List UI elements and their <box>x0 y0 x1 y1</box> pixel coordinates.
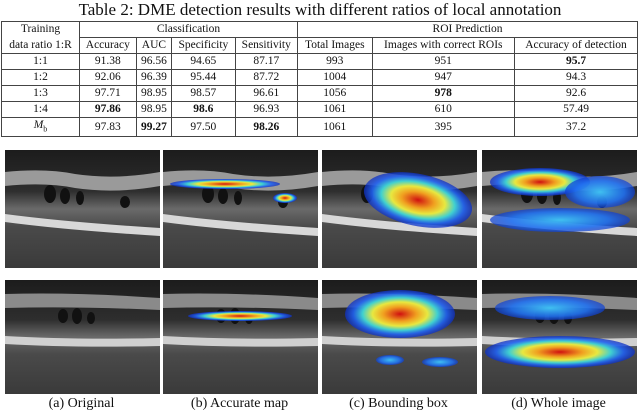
group-header-row: Training Classification ROI Prediction <box>1 21 638 38</box>
group-header: ROI Prediction <box>297 21 638 38</box>
table-cell: 947 <box>371 69 516 86</box>
table-cell: 993 <box>297 53 373 70</box>
table-cell: 98.95 <box>135 85 173 102</box>
table-cell: 97.86 <box>79 101 137 118</box>
table-cell: 1:4 <box>1 101 80 118</box>
panel-original-1 <box>5 150 160 268</box>
panel-bbox-1 <box>322 150 477 268</box>
table-cell: Mb <box>1 116 80 138</box>
data-row: 1:1 91.38 96.56 94.65 87.17 993 951 95.7 <box>1 53 638 70</box>
table-cell: 37.2 <box>514 116 638 138</box>
data-row: Mb 97.83 99.27 97.50 98.26 1061 395 37.2 <box>1 116 638 138</box>
table-cell: 92.6 <box>514 85 638 102</box>
data-row: 1:4 97.86 98.95 98.6 96.93 1061 610 57.49 <box>1 101 638 118</box>
row-label: M <box>33 119 44 131</box>
table-cell: 94.65 <box>171 53 236 70</box>
column-header: Accuracy <box>79 37 137 54</box>
table-cell: 978 <box>371 85 516 102</box>
table-cell: 98.57 <box>171 85 236 102</box>
table-cell: 98.6 <box>171 101 236 118</box>
panel-original-2 <box>5 280 160 394</box>
table-cell: 1:2 <box>1 69 80 86</box>
table-cell: 87.17 <box>234 53 299 70</box>
table-cell: 99.27 <box>135 116 173 138</box>
panel-accurate-2 <box>163 280 318 394</box>
table-cell: 1056 <box>297 85 373 102</box>
table-cell: 1:1 <box>1 53 80 70</box>
table-caption: Table 2: DME detection results with diff… <box>78 0 562 19</box>
table-cell: 1061 <box>297 116 373 138</box>
row-label-subscript: b <box>43 124 48 134</box>
table-cell: 1004 <box>297 69 373 86</box>
table-cell: 94.3 <box>514 69 638 86</box>
panel-whole-1 <box>482 150 637 268</box>
panel-accurate-1 <box>163 150 318 268</box>
table-cell: 96.61 <box>234 85 299 102</box>
table-cell: 1:3 <box>1 85 80 102</box>
table-cell: 97.83 <box>79 116 137 138</box>
column-header: Specificity <box>171 37 236 54</box>
panel-bbox-2 <box>322 280 477 394</box>
panel-whole-2 <box>482 280 637 394</box>
table-cell: 96.93 <box>234 101 299 118</box>
data-row: 1:3 97.71 98.95 98.57 96.61 1056 978 92.6 <box>1 85 638 102</box>
table-cell: 951 <box>371 53 516 70</box>
group-header: Classification <box>78 21 299 38</box>
table-cell: 95.44 <box>171 69 236 86</box>
table-cell: 97.50 <box>171 116 236 138</box>
column-header: Images with correct ROIs <box>371 37 516 54</box>
results-table: Training Classification ROI Prediction data… <box>1 21 638 138</box>
column-header: Accuracy of detection <box>514 37 638 54</box>
table-cell: 95.7 <box>514 53 638 70</box>
table-cell: 87.72 <box>234 69 299 86</box>
table-cell: 395 <box>371 116 516 138</box>
table-cell: 610 <box>371 101 516 118</box>
column-header: data ratio 1:R <box>1 37 80 54</box>
panel-caption: (b) Accurate map <box>190 396 289 411</box>
table-cell: 92.06 <box>79 69 137 86</box>
table-cell: 98.26 <box>234 116 299 138</box>
table-cell: 57.49 <box>514 101 638 118</box>
group-header: Training <box>1 21 80 38</box>
table-cell: 1061 <box>297 101 373 118</box>
panel-caption: (c) Bounding box <box>349 396 448 411</box>
column-header-row: data ratio 1:R Accuracy AUC Specificity Sens… <box>1 37 638 54</box>
figure-panels <box>5 150 637 394</box>
table-cell: 98.95 <box>135 101 173 118</box>
column-header: AUC <box>135 37 173 54</box>
table-cell: 96.39 <box>135 69 173 86</box>
column-header: Sensitivity <box>234 37 299 54</box>
panel-caption: (a) Original <box>48 396 115 411</box>
table-cell: 91.38 <box>79 53 137 70</box>
table-cell: 97.71 <box>79 85 137 102</box>
column-header: Total Images <box>297 37 373 54</box>
data-row: 1:2 92.06 96.39 95.44 87.72 1004 947 94.3 <box>1 69 638 86</box>
panel-caption: (d) Whole image <box>511 396 606 411</box>
table-cell: 96.56 <box>135 53 173 70</box>
